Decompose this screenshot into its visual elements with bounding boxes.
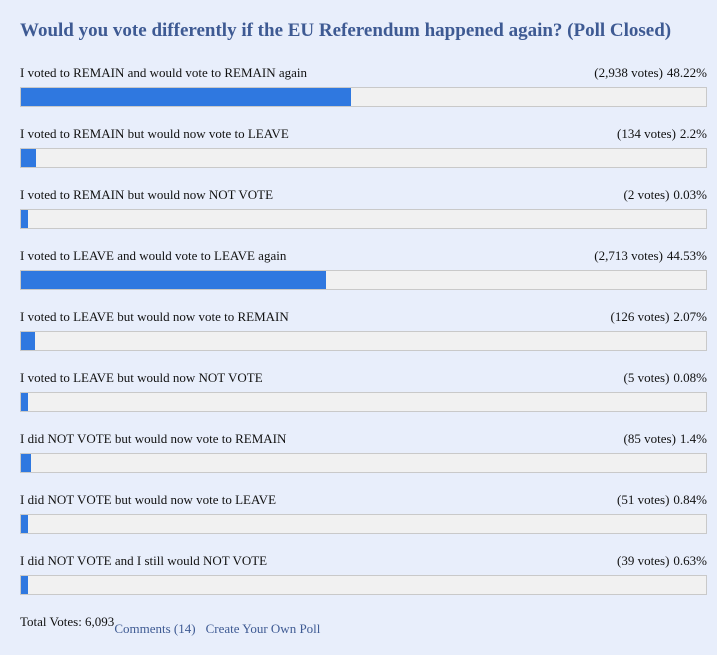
option-result: (2,713 votes) 44.53% [594, 247, 707, 264]
poll-option: I did NOT VOTE and I still would NOT VOT… [20, 551, 707, 612]
poll-option: I voted to LEAVE but would now vote to R… [20, 307, 707, 368]
option-vote-count: (51 votes) [617, 492, 670, 507]
poll-option-header: I voted to LEAVE and would vote to LEAVE… [20, 246, 707, 264]
footer-links: Comments (14) Create Your Own Poll [114, 620, 330, 637]
poll-footer: Total Votes: 6,093Comments (14) Create Yo… [20, 613, 330, 637]
poll-widget: Would you vote differently if the EU Ref… [20, 0, 707, 595]
option-label: I voted to REMAIN but would now vote to … [20, 126, 289, 141]
poll-option: I voted to LEAVE and would vote to LEAVE… [20, 246, 707, 307]
option-label: I voted to LEAVE but would now NOT VOTE [20, 370, 263, 385]
poll-option-header: I voted to LEAVE but would now NOT VOTE (… [20, 368, 707, 386]
result-bar-track [20, 87, 707, 107]
result-bar-fill [21, 271, 326, 289]
option-percent: 2.07% [673, 309, 707, 324]
result-bar-fill [21, 393, 28, 411]
option-label: I voted to REMAIN but would now NOT VOTE [20, 187, 274, 202]
option-percent: 0.63% [673, 553, 707, 568]
result-bar-track [20, 575, 707, 595]
option-percent: 1.4% [679, 431, 707, 446]
result-bar-fill [21, 576, 28, 594]
option-label: I voted to LEAVE and would vote to LEAVE… [20, 248, 287, 263]
option-label: I did NOT VOTE but would now vote to REM… [20, 431, 287, 446]
option-vote-count: (134 votes) [617, 126, 676, 141]
option-vote-count: (85 votes) [623, 431, 676, 446]
poll-title: Would you vote differently if the EU Ref… [20, 20, 672, 41]
option-percent: 44.53% [666, 248, 707, 263]
poll-option: I voted to LEAVE but would now NOT VOTE (… [20, 368, 707, 429]
total-votes: Total Votes: 6,093 [20, 614, 115, 629]
result-bar-track [20, 270, 707, 290]
option-percent: 2.2% [679, 126, 707, 141]
create-poll-link[interactable]: Create Your Own Poll [205, 621, 321, 636]
poll-option: I voted to REMAIN but would now vote to … [20, 124, 707, 185]
option-result: (51 votes) 0.84% [617, 491, 707, 508]
comments-link[interactable]: Comments (14) [114, 621, 196, 636]
result-bar-track [20, 514, 707, 534]
result-bar-track [20, 331, 707, 351]
option-label: I voted to LEAVE but would now vote to R… [20, 309, 289, 324]
poll-option-header: I did NOT VOTE but would now vote to REM… [20, 429, 707, 447]
poll-option-header: I voted to REMAIN and would vote to REMA… [20, 63, 707, 81]
result-bar-track [20, 209, 707, 229]
poll-option-header: I voted to REMAIN but would now NOT VOTE… [20, 185, 707, 203]
poll-option-header: I did NOT VOTE but would now vote to LEA… [20, 490, 707, 508]
poll-option-header: I did NOT VOTE and I still would NOT VOT… [20, 551, 707, 569]
poll-option-header: I voted to LEAVE but would now vote to R… [20, 307, 707, 325]
option-percent: 48.22% [666, 65, 707, 80]
option-percent: 0.03% [673, 187, 707, 202]
option-result: (126 votes) 2.07% [611, 308, 707, 325]
option-label: I did NOT VOTE and I still would NOT VOT… [20, 553, 268, 568]
poll-option: I did NOT VOTE but would now vote to REM… [20, 429, 707, 490]
option-result: (85 votes) 1.4% [624, 430, 707, 447]
result-bar-fill [21, 515, 28, 533]
poll-options-list: I voted to REMAIN and would vote to REMA… [20, 63, 707, 612]
option-vote-count: (39 votes) [617, 553, 670, 568]
result-bar-fill [21, 210, 28, 228]
option-result: (5 votes) 0.08% [624, 369, 707, 386]
option-result: (2 votes) 0.03% [624, 186, 707, 203]
option-vote-count: (2,713 votes) [594, 248, 663, 263]
result-bar-fill [21, 149, 36, 167]
result-bar-track [20, 148, 707, 168]
option-vote-count: (5 votes) [623, 370, 670, 385]
option-vote-count: (2,938 votes) [594, 65, 663, 80]
option-percent: 0.08% [673, 370, 707, 385]
result-bar-track [20, 453, 707, 473]
poll-option-header: I voted to REMAIN but would now vote to … [20, 124, 707, 142]
option-label: I did NOT VOTE but would now vote to LEA… [20, 492, 277, 507]
result-bar-track [20, 392, 707, 412]
option-result: (134 votes) 2.2% [617, 125, 707, 142]
option-vote-count: (126 votes) [610, 309, 670, 324]
result-bar-fill [21, 332, 35, 350]
option-vote-count: (2 votes) [623, 187, 670, 202]
result-bar-fill [21, 88, 351, 106]
poll-option: I voted to REMAIN but would now NOT VOTE… [20, 185, 707, 246]
poll-option: I voted to REMAIN and would vote to REMA… [20, 63, 707, 124]
result-bar-fill [21, 454, 31, 472]
option-label: I voted to REMAIN and would vote to REMA… [20, 65, 308, 80]
option-result: (2,938 votes) 48.22% [594, 64, 707, 81]
option-percent: 0.84% [673, 492, 707, 507]
option-result: (39 votes) 0.63% [617, 552, 707, 569]
poll-option: I did NOT VOTE but would now vote to LEA… [20, 490, 707, 551]
